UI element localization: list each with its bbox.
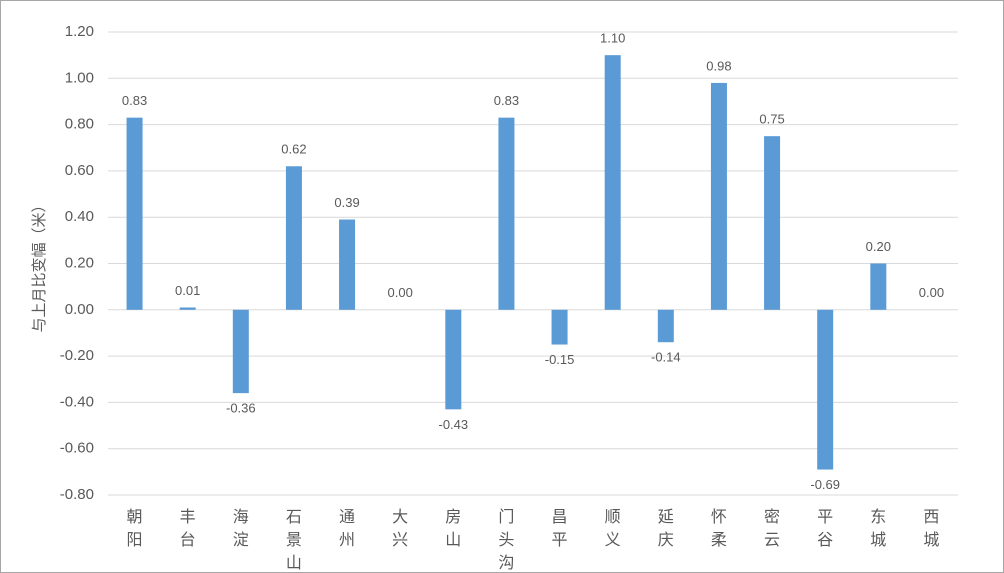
data-label: 0.98 — [706, 58, 731, 73]
data-label: -0.14 — [651, 350, 681, 365]
bar — [710, 82, 727, 310]
bar — [179, 307, 196, 310]
data-label: 0.83 — [122, 93, 147, 108]
x-tick-label: 石景山 — [286, 509, 302, 572]
bar — [445, 309, 462, 410]
data-label: -0.15 — [545, 352, 575, 367]
bar — [126, 117, 143, 310]
bar — [285, 166, 302, 310]
data-label: -0.43 — [438, 417, 468, 432]
x-tick-label: 海淀 — [233, 508, 249, 549]
data-label: 0.01 — [175, 283, 200, 298]
x-tick-label: 东城 — [870, 508, 886, 549]
data-label: -0.36 — [226, 401, 256, 416]
data-label: 0.00 — [919, 285, 944, 300]
y-tick-label: -0.40 — [60, 393, 94, 410]
y-tick-label: 0.20 — [65, 254, 94, 271]
y-tick-label: 1.20 — [65, 23, 94, 40]
data-label: 0.62 — [281, 142, 306, 157]
x-tick-label: 西城 — [923, 509, 939, 549]
y-tick-label: -0.20 — [60, 347, 94, 364]
y-tick-label: 0.40 — [65, 208, 94, 225]
y-tick-label: 0.60 — [65, 162, 94, 179]
bar — [604, 55, 621, 310]
y-axis-label: 与上月比变幅（米） — [31, 197, 48, 332]
x-tick-label: 大兴 — [392, 508, 408, 549]
bar — [657, 309, 674, 343]
y-tick-label: 1.00 — [65, 69, 94, 86]
data-label: 0.39 — [334, 195, 359, 210]
data-label: -0.69 — [810, 477, 840, 492]
y-tick-label: -0.80 — [60, 486, 94, 503]
y-tick-label: 0.80 — [65, 116, 94, 133]
data-label: 0.83 — [494, 93, 519, 108]
x-tick-label: 门头沟 — [498, 508, 514, 572]
data-label: 0.20 — [866, 239, 891, 254]
x-tick-label: 朝阳 — [127, 508, 143, 549]
x-tick-label: 昌平 — [552, 509, 568, 549]
bar — [870, 263, 887, 310]
data-label: 0.00 — [388, 285, 413, 300]
y-tick-label: 0.00 — [65, 301, 94, 318]
bar — [232, 309, 249, 394]
bar — [817, 309, 834, 470]
bar — [551, 309, 568, 345]
data-label: 0.75 — [759, 112, 784, 127]
x-tick-label: 延庆 — [658, 508, 674, 549]
x-tick-label: 通州 — [339, 508, 355, 549]
x-tick-label: 丰台 — [180, 508, 196, 549]
x-tick-label: 密云 — [764, 508, 780, 549]
bar — [764, 136, 781, 310]
bar — [498, 117, 515, 310]
x-tick-label: 顺义 — [605, 508, 621, 549]
bar — [339, 219, 356, 310]
x-tick-label: 平谷 — [817, 509, 833, 549]
x-tick-label: 怀柔 — [711, 508, 727, 549]
data-label: 1.10 — [600, 31, 625, 46]
y-tick-label: -0.60 — [60, 440, 94, 457]
x-tick-label: 房山 — [445, 508, 461, 549]
